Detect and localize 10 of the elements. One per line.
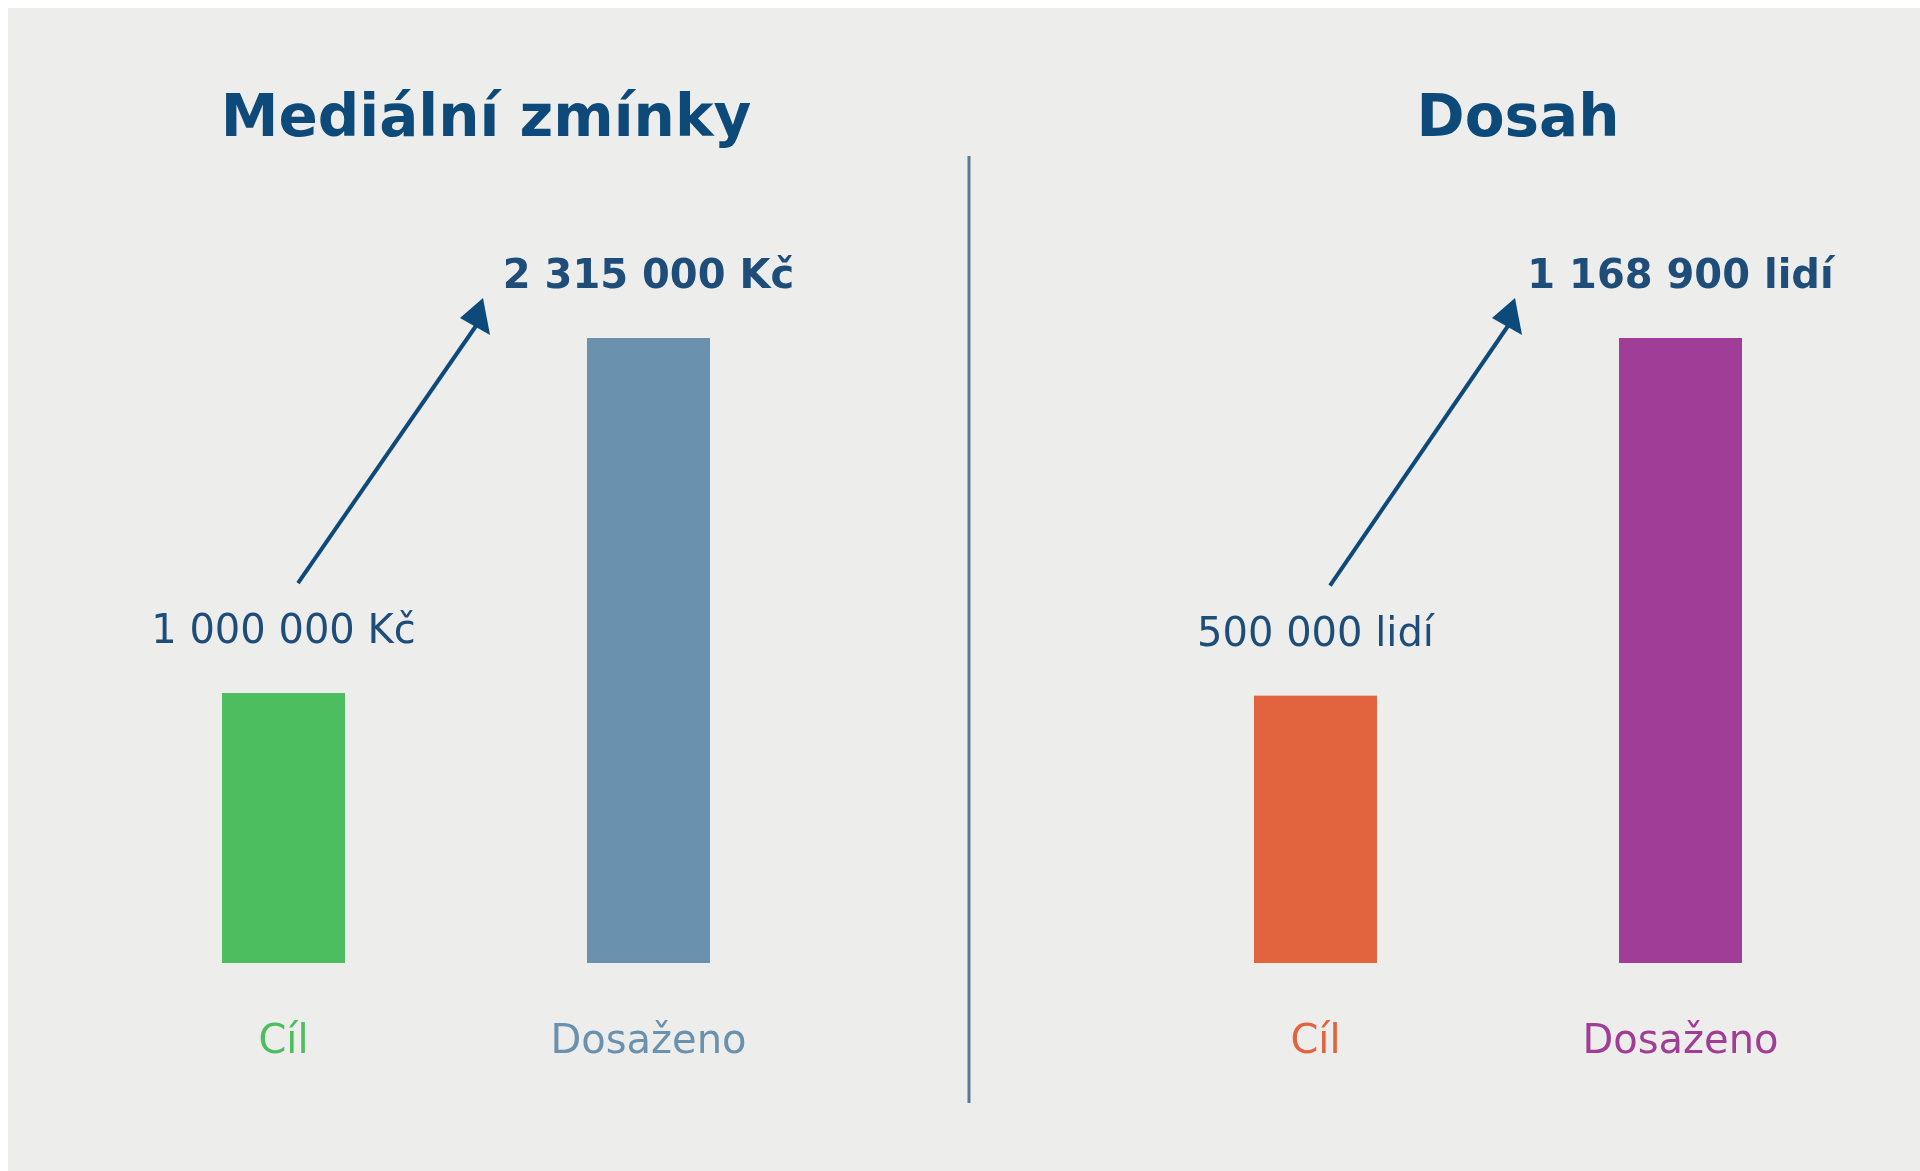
x-tick-label: Cíl [1290,1016,1341,1062]
x-tick-label: Cíl [258,1016,309,1062]
data-label: 1 168 900 lidí [1527,251,1836,297]
x-tick-label: Dosaženo [1582,1016,1779,1062]
data-label: 500 000 lidí [1197,608,1436,655]
x-tick-label: Dosaženo [550,1016,747,1062]
chart-title: Mediální zmínky [220,82,752,150]
chart-title: Dosah [1416,82,1620,150]
data-label: 2 315 000 Kč [502,251,795,297]
data-label: 1 000 000 Kč [151,606,416,653]
